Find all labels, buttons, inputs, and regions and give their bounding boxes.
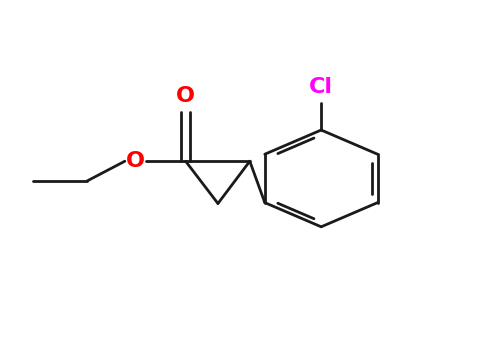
Text: O: O bbox=[126, 151, 145, 171]
Text: O: O bbox=[176, 86, 195, 106]
Text: Cl: Cl bbox=[309, 77, 333, 97]
